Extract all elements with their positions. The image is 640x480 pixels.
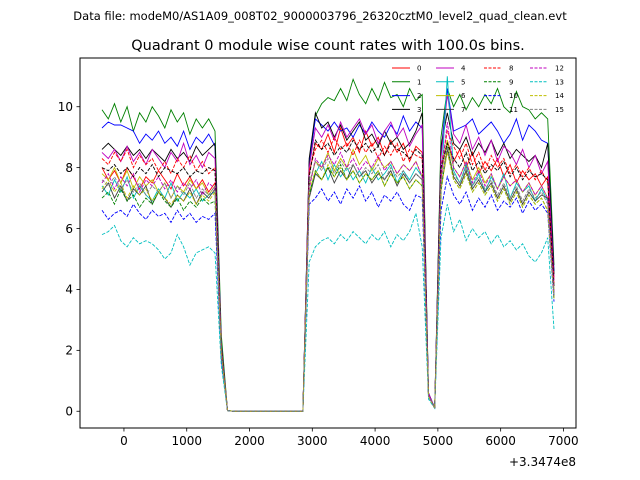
y-tick-label: 10 — [58, 100, 73, 114]
axes-frame — [79, 57, 577, 429]
series-layer — [101, 76, 555, 412]
legend-item-3: 3 — [392, 106, 421, 114]
legend-label: 15 — [555, 106, 564, 114]
legend-label: 1 — [417, 78, 421, 86]
series-line-15 — [101, 146, 555, 412]
legend-item-4: 4 — [436, 65, 466, 73]
legend-label: 8 — [509, 65, 513, 73]
y-tick-label: 2 — [65, 344, 73, 358]
legend-item-7: 7 — [436, 106, 465, 114]
legend-label: 12 — [555, 65, 564, 73]
chart-title: Quadrant 0 module wise count rates with … — [131, 38, 525, 54]
legend-label: 7 — [461, 106, 465, 114]
legend-label: 3 — [417, 106, 421, 114]
x-tick-label: 2000 — [234, 434, 265, 448]
y-tick-label: 8 — [65, 161, 73, 175]
legend-label: 11 — [509, 106, 518, 114]
legend-item-11: 11 — [484, 106, 518, 114]
x-tick-label: 6000 — [485, 434, 516, 448]
legend-item-9: 9 — [484, 78, 513, 86]
legend-item-10: 10 — [484, 92, 518, 100]
series-line-10 — [101, 175, 555, 412]
x-axis-offset-label: +3.3474e8 — [509, 455, 576, 469]
series-line-11 — [101, 139, 555, 412]
legend-item-13: 13 — [530, 78, 564, 86]
series-line-12 — [101, 121, 555, 412]
x-tick-label: 0 — [120, 434, 128, 448]
y-tick-label: 4 — [65, 283, 73, 297]
series-line-4 — [101, 94, 555, 412]
legend-label: 14 — [555, 92, 564, 100]
x-tick-label: 3000 — [297, 434, 328, 448]
legend-label: 5 — [461, 78, 465, 86]
x-axis-ticks: 0 1000 2000 3000 4000 5000 6000 7000 — [120, 428, 579, 448]
legend-item-1: 1 — [392, 78, 421, 86]
legend-label: 6 — [461, 92, 466, 100]
legend-item-8: 8 — [484, 65, 513, 73]
series-line-8 — [101, 129, 555, 412]
legend-label: 4 — [461, 65, 466, 73]
y-axis-ticks: 0 2 4 6 8 10 — [58, 100, 80, 419]
y-tick-label: 6 — [65, 222, 73, 236]
series-line-2 — [101, 88, 555, 412]
x-tick-label: 5000 — [423, 434, 454, 448]
series-line-14 — [101, 152, 555, 412]
legend-label: 0 — [417, 65, 421, 73]
series-line-5 — [101, 76, 555, 412]
x-tick-label: 7000 — [548, 434, 579, 448]
legend-item-2: 2 — [392, 92, 421, 100]
legend-label: 10 — [509, 92, 518, 100]
legend-item-6: 6 — [436, 92, 466, 100]
legend-label: 9 — [509, 78, 513, 86]
x-tick-label: 1000 — [171, 434, 202, 448]
series-line-13 — [101, 204, 555, 412]
legend-item-5: 5 — [436, 78, 465, 86]
y-tick-label: 0 — [65, 405, 73, 419]
legend-item-0: 0 — [392, 65, 421, 73]
series-line-1 — [101, 77, 555, 412]
legend-item-15: 15 — [530, 106, 564, 114]
legend-label: 2 — [417, 92, 421, 100]
legend-label: 13 — [555, 78, 564, 86]
suptitle: Data file: modeM0/AS1A09_008T02_90000037… — [73, 9, 567, 23]
legend-item-14: 14 — [530, 92, 564, 100]
x-tick-label: 4000 — [360, 434, 391, 448]
legend-item-12: 12 — [530, 65, 564, 73]
